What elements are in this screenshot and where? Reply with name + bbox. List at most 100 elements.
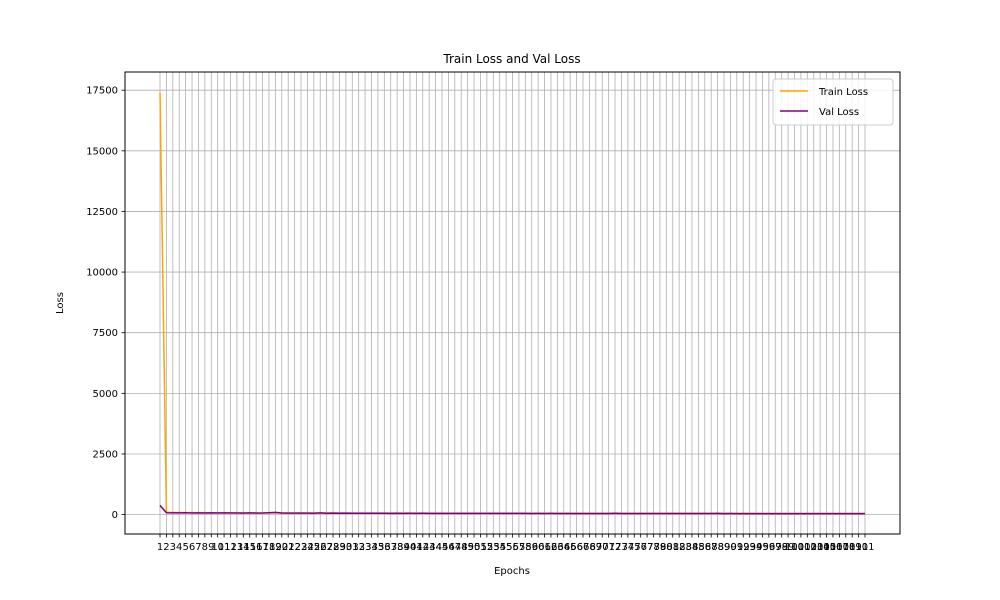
x-tick-label: 33	[359, 542, 372, 553]
chart-title: Train Loss and Val Loss	[442, 52, 580, 66]
x-tick-label: 62	[545, 542, 558, 553]
x-tick-label: 90	[724, 542, 737, 553]
x-gridlines	[159, 72, 866, 534]
x-tick-label: 42	[416, 542, 429, 553]
y-gridlines	[125, 89, 900, 515]
x-tick-label: 1	[157, 542, 163, 553]
x-tick-label: 67	[577, 542, 590, 553]
x-tick-label: 88	[711, 542, 724, 553]
x-tick-label: 14	[237, 542, 250, 553]
y-tick-label: 10000	[86, 268, 118, 279]
x-axis-label: Epochs	[494, 566, 530, 577]
x-tick-label: 8	[202, 542, 208, 553]
x-tick-label: 100	[785, 542, 804, 553]
x-tick-label: 95	[756, 542, 769, 553]
x-tick-label: 81	[666, 542, 679, 553]
x-tick-label: 93	[743, 542, 756, 553]
x-tick-label: 50	[468, 542, 481, 553]
x-tick-label: 66	[570, 542, 583, 553]
x-tick-label: 5	[182, 542, 188, 553]
x-tick-label: 57	[513, 542, 526, 553]
x-tick-label: 25	[307, 542, 320, 553]
x-tick-label: 104	[811, 542, 830, 553]
x-tick-label: 82	[673, 542, 686, 553]
x-tick-label: 74	[621, 542, 634, 553]
x-tick-label: 111	[855, 542, 874, 553]
x-tick-label: 22	[288, 542, 301, 553]
x-tick-label: 43	[423, 542, 436, 553]
x-tick-label: 39	[397, 542, 410, 553]
x-tick-label: 37	[384, 542, 397, 553]
x-tick-label: 27	[320, 542, 333, 553]
legend-label-train-loss: Train Loss	[818, 87, 868, 98]
x-tick-label: 13	[231, 542, 244, 553]
x-tick-label: 76	[634, 542, 647, 553]
x-tick-label: 70	[596, 542, 609, 553]
x-tick-label: 69	[589, 542, 602, 553]
x-tick-label: 7	[195, 542, 201, 553]
x-tick-label: 2	[163, 542, 169, 553]
x-tick-label: 105	[817, 542, 836, 553]
x-tick-label: 53	[487, 542, 500, 553]
y-tick-label: 0	[112, 510, 118, 521]
x-tick-label: 23	[295, 542, 308, 553]
x-tick-label: 92	[737, 542, 750, 553]
x-tick-label: 55	[500, 542, 513, 553]
x-tick-label: 10	[211, 542, 224, 553]
x-tick-label: 63	[551, 542, 564, 553]
x-tick-label: 85	[692, 542, 705, 553]
x-tick-label: 84	[686, 542, 699, 553]
x-tick-label: 20	[275, 542, 288, 553]
x-tick-label: 65	[564, 542, 577, 553]
x-tick-label: 38	[391, 542, 404, 553]
x-tick-label: 99	[782, 542, 795, 553]
y-tick-label: 2500	[93, 449, 118, 460]
x-tick-label: 91	[730, 542, 743, 553]
x-tick-label: 97	[769, 542, 782, 553]
x-tick-label: 34	[365, 542, 378, 553]
x-tick-label: 19	[269, 542, 282, 553]
x-tick-label: 103	[804, 542, 823, 553]
x-tick-label: 51	[474, 542, 487, 553]
x-tick-label: 68	[583, 542, 596, 553]
series-line-val-loss	[159, 504, 865, 515]
y-ticks: 0 2500 5000 7500 10000 12500 15000 17500	[86, 86, 125, 521]
x-tick-label: 16	[250, 542, 263, 553]
x-tick-label: 75	[628, 542, 641, 553]
x-tick-label: 48	[455, 542, 468, 553]
y-axis-label: Loss	[55, 292, 66, 314]
y-tick-label: 7500	[93, 328, 118, 339]
x-tick-label: 36	[378, 542, 391, 553]
legend: Train Loss Val Loss	[772, 78, 894, 126]
x-tick-label: 110	[849, 542, 868, 553]
x-tick-label: 86	[698, 542, 711, 553]
x-tick-label: 109	[843, 542, 862, 553]
series-lines	[159, 92, 865, 515]
x-tick-label: 98	[775, 542, 788, 553]
y-tick-label: 15000	[86, 146, 118, 157]
x-tick-label: 31	[346, 542, 359, 553]
x-tick-label: 6	[189, 542, 195, 553]
x-tick-label: 41	[410, 542, 423, 553]
x-tick-label: 49	[461, 542, 474, 553]
x-tick-label: 30	[339, 542, 352, 553]
x-tick-label: 26	[314, 542, 327, 553]
x-tick-label: 17	[256, 542, 269, 553]
y-tick-label: 5000	[93, 389, 118, 400]
x-tick-label: 44	[429, 542, 442, 553]
x-tick-label: 80	[660, 542, 673, 553]
x-tick-label: 108	[836, 542, 855, 553]
x-tick-label: 12	[224, 542, 237, 553]
x-tick-label: 35	[372, 542, 385, 553]
x-tick-label: 61	[538, 542, 551, 553]
x-tick-label: 96	[762, 542, 775, 553]
x-tick-label: 45	[436, 542, 449, 553]
x-tick-label: 18	[263, 542, 276, 553]
x-tick-label: 54	[493, 542, 506, 553]
x-tick-label: 29	[333, 542, 346, 553]
x-tick-label: 73	[615, 542, 628, 553]
x-tick-label: 106	[823, 542, 842, 553]
x-tick-label: 11	[218, 542, 231, 553]
x-tick-label: 89	[718, 542, 731, 553]
x-tick-label: 94	[750, 542, 763, 553]
